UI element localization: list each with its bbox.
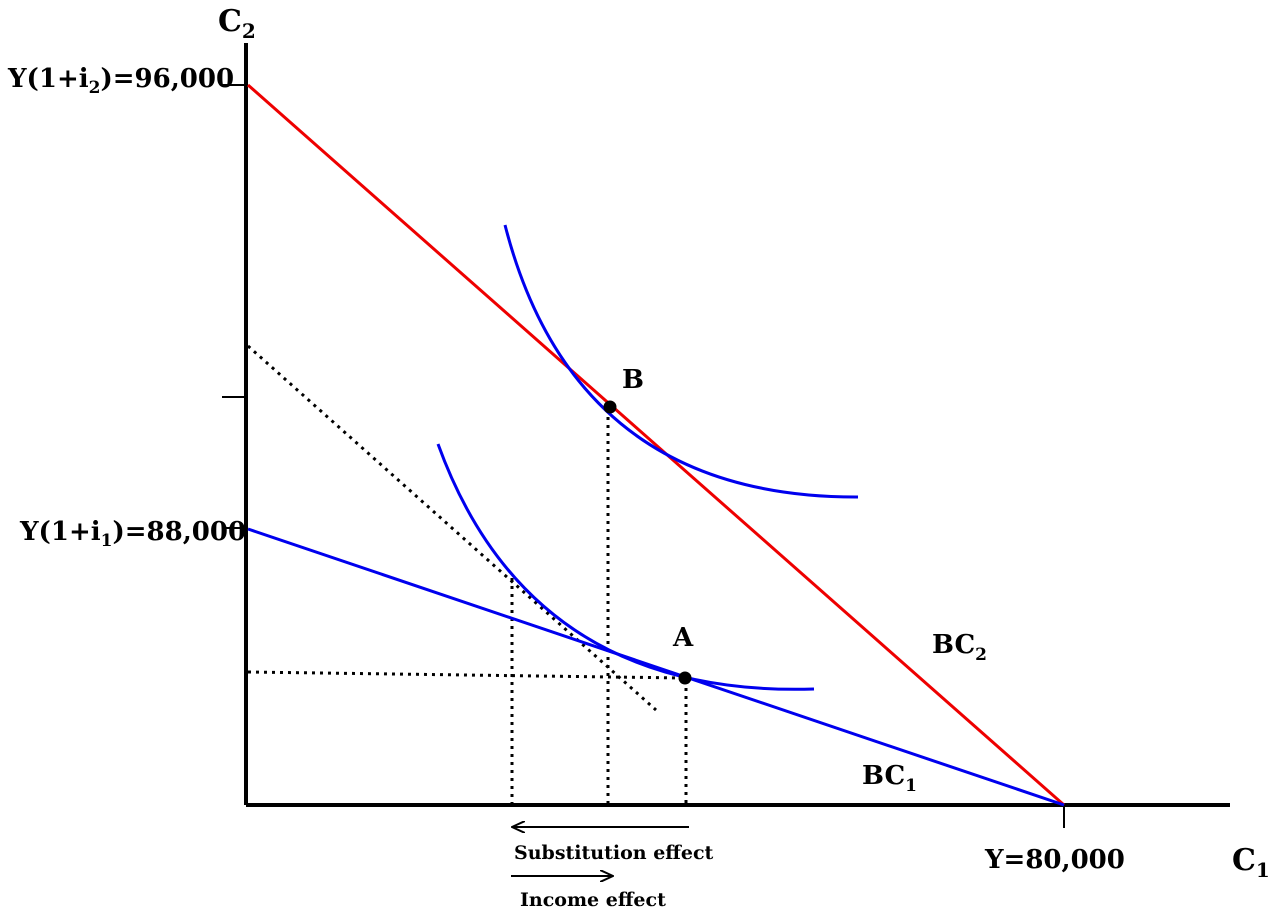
income-effect-label: Income effect — [520, 889, 666, 911]
point-b-marker — [603, 400, 617, 414]
indifference-curve-upper — [503, 224, 859, 499]
y-tick-label-88000: Y(1+i1)=88,000 — [19, 517, 246, 551]
budget-constraint-bc2 — [247, 83, 1065, 807]
compensated-budget-line — [247, 344, 657, 712]
indifference-curve-lower — [436, 443, 815, 691]
x-axis-label: C1 — [1232, 843, 1270, 882]
a-horizontal-guide — [247, 670, 685, 680]
point-a-label: A — [672, 623, 694, 653]
substitution-effect-label: Substitution effect — [514, 842, 714, 864]
bc1-label: BC1 — [862, 761, 917, 796]
y-axis-label: C2 — [218, 4, 256, 43]
point-b-label: B — [622, 365, 644, 395]
budget-constraint-bc1 — [247, 527, 1065, 807]
x-tick-label-80000: Y=80,000 — [984, 845, 1125, 875]
point-a-marker — [678, 671, 692, 685]
bc2-label: BC2 — [932, 630, 987, 665]
y-tick-label-96000: Y(1+i2)=96,000 — [7, 64, 234, 98]
